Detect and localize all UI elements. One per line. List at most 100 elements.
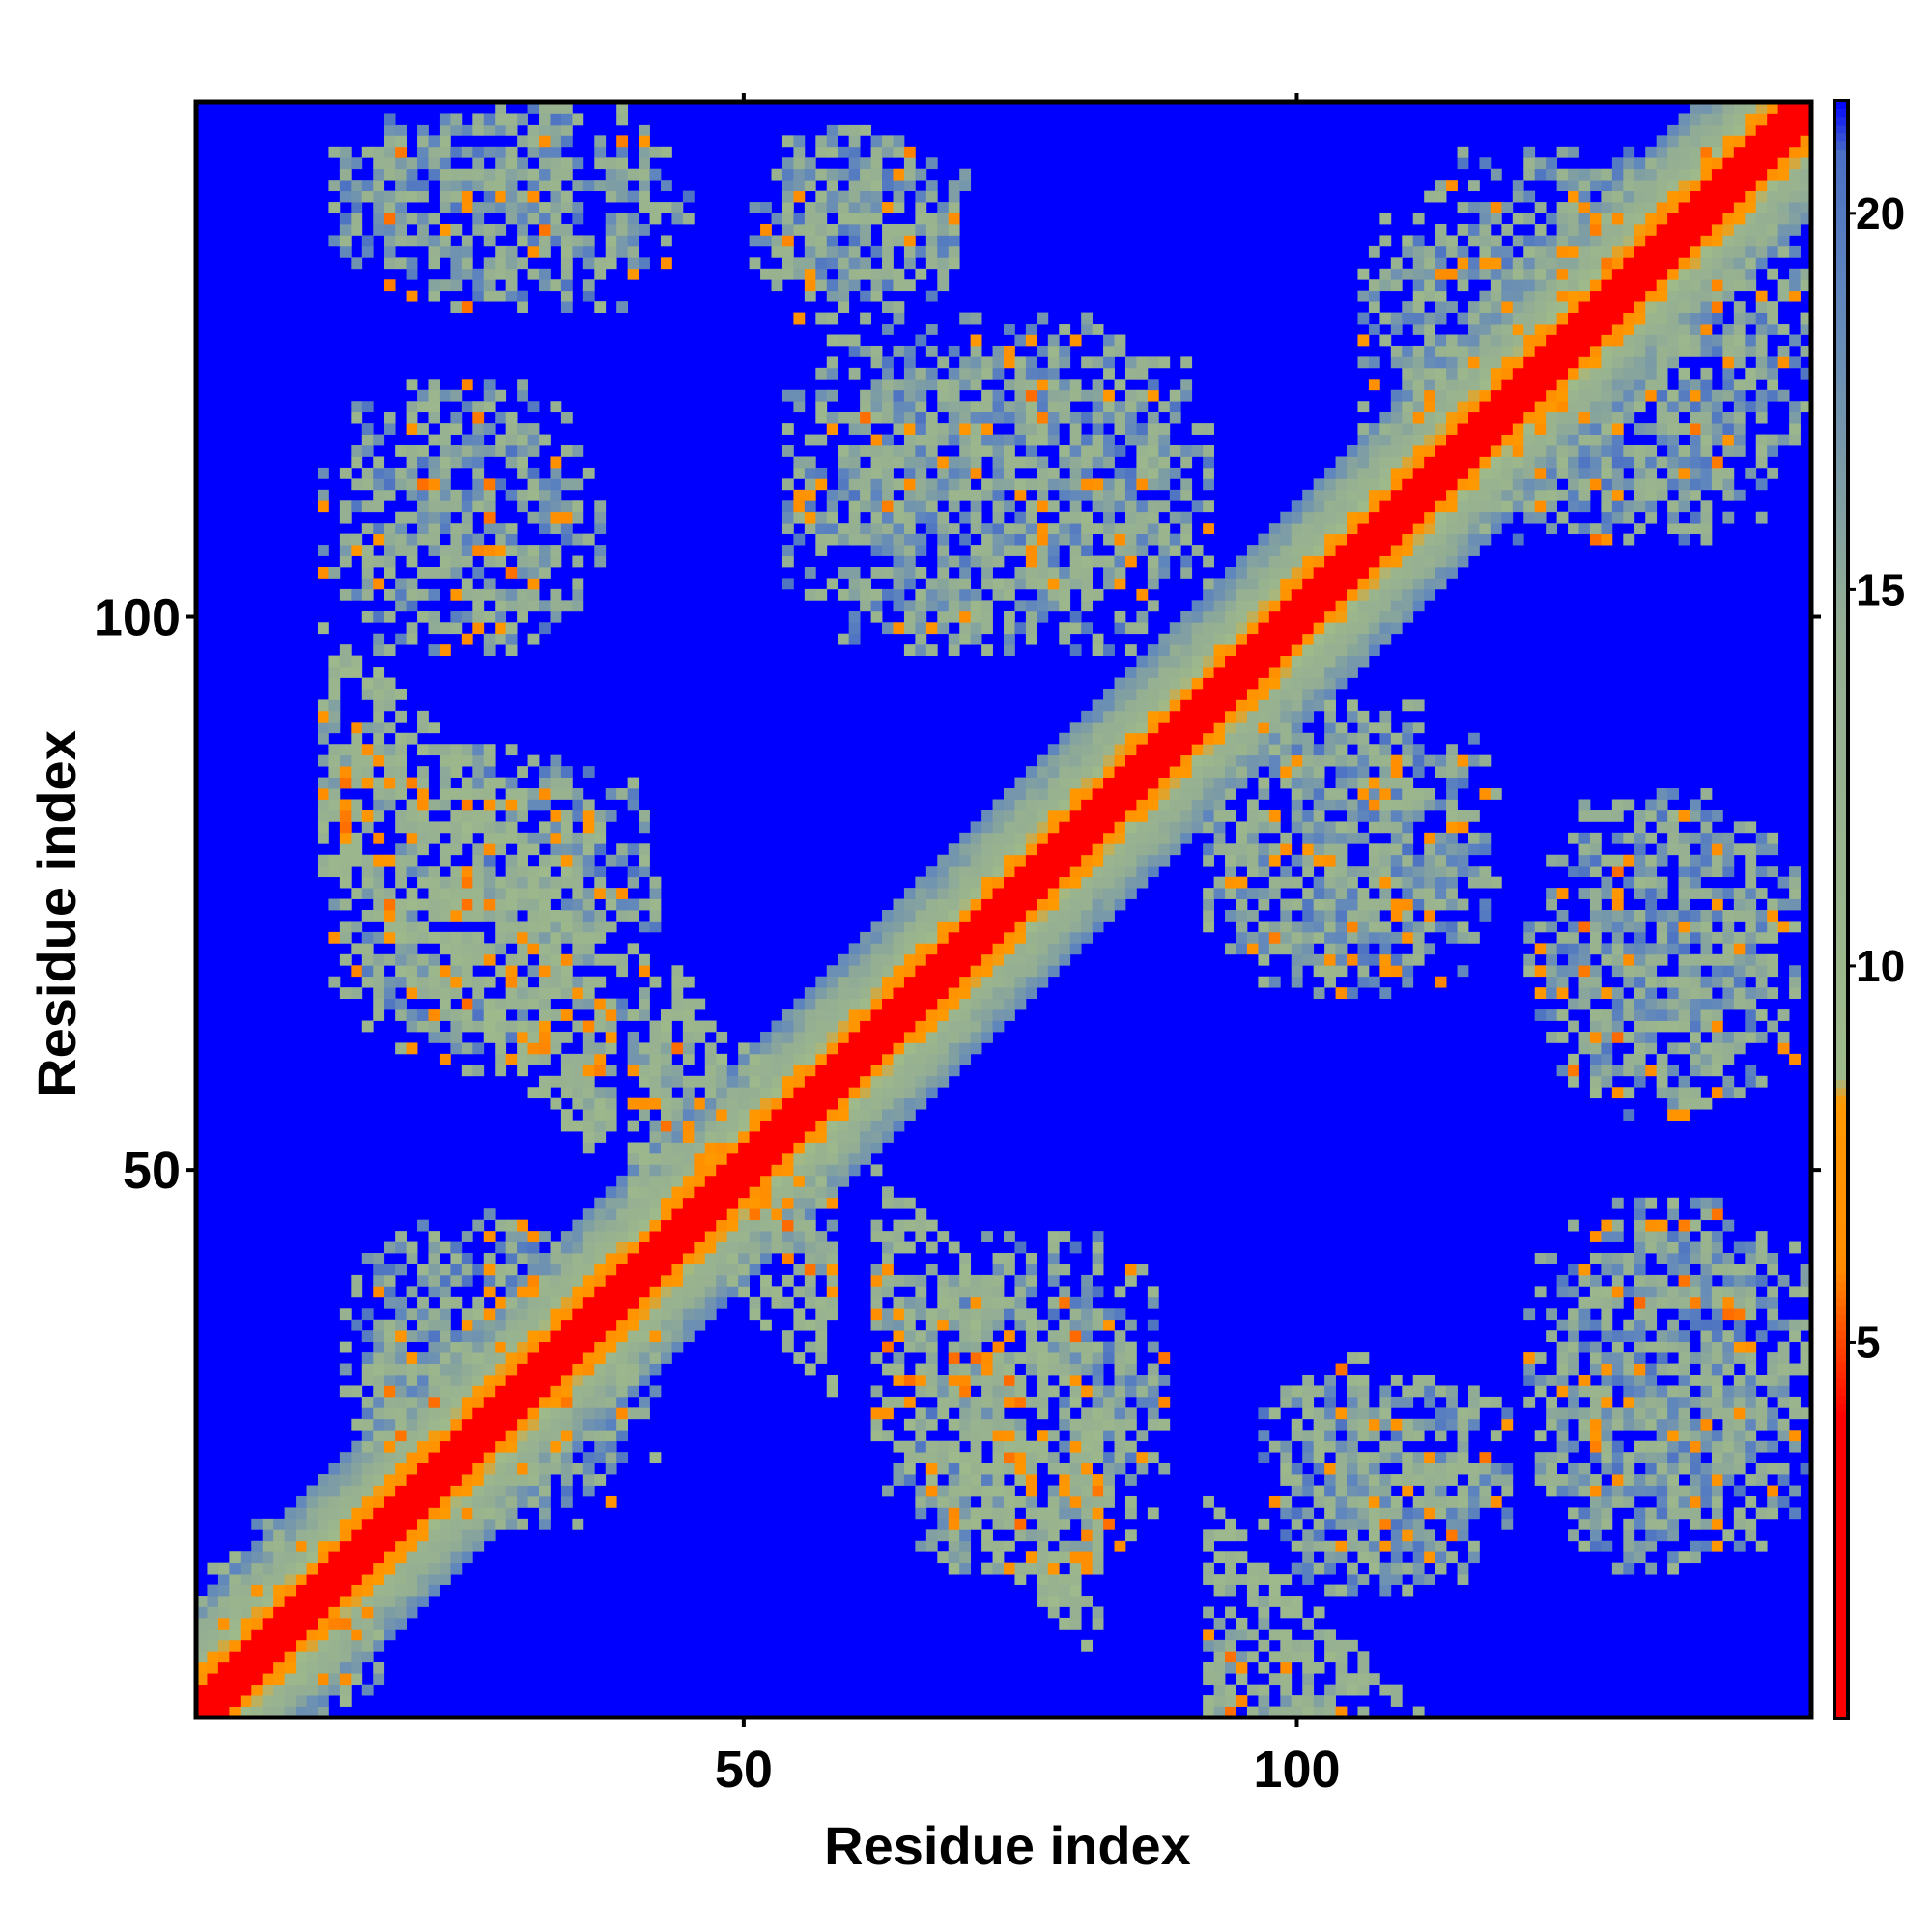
heatmap-cell [317,467,329,479]
heatmap-cell [1180,732,1193,745]
heatmap-cell [848,987,861,1000]
heatmap-cell [616,157,629,170]
heatmap-cell [539,1495,551,1508]
heatmap-cell [550,401,562,413]
heatmap-cell [450,1020,463,1033]
heatmap-cell [781,1120,794,1132]
heatmap-cell [262,1706,274,1719]
heatmap-cell [704,1219,717,1232]
heatmap-cell [937,876,950,889]
heatmap-cell [627,1274,639,1287]
heatmap-cell [793,223,806,236]
heatmap-cell [948,987,960,1000]
heatmap-cell [815,1009,828,1021]
heatmap-cell [273,1540,286,1552]
heatmap-cell [395,754,407,767]
heatmap-cell [860,1053,871,1065]
heatmap-cell [1114,1396,1126,1408]
heatmap-cell [1092,456,1104,469]
heatmap-cell [882,1075,894,1088]
heatmap-cell [848,523,861,535]
heatmap-cell [903,235,916,247]
heatmap-cell [870,1053,883,1065]
heatmap-cell [439,965,451,978]
heatmap-cell [903,478,916,491]
heatmap-cell [472,500,485,513]
heatmap-cell [417,511,429,524]
heatmap-cell [870,180,883,192]
heatmap-cell [273,1651,286,1663]
heatmap-cell [959,555,972,568]
heatmap-cell [804,588,816,601]
heatmap-cell [450,566,463,579]
heatmap-cell [1236,1673,1248,1686]
heatmap-cell [361,1396,374,1408]
heatmap-cell [992,1418,1005,1431]
heatmap-cell [959,953,972,966]
heatmap-cell [1047,898,1060,911]
heatmap-cell [339,1341,352,1353]
heatmap-cell [970,1286,982,1298]
heatmap-cell [572,799,584,811]
heatmap-cell [1081,866,1094,878]
heatmap-cell [384,766,396,778]
heatmap-cell [1136,843,1149,856]
heatmap-cell [948,401,960,413]
heatmap-cell [1124,788,1137,800]
heatmap-cell [594,1286,607,1298]
heatmap-cell [1059,1231,1071,1242]
heatmap-cell [605,1241,617,1254]
heatmap-cell [616,854,629,867]
heatmap-cell [328,1662,341,1674]
heatmap-cell [594,866,607,878]
heatmap-cell [959,1507,972,1520]
heatmap-cell [495,777,507,789]
heatmap-cell [870,1274,883,1287]
heatmap-cell [915,533,927,546]
heatmap-cell [925,1330,938,1343]
heatmap-cell [1169,633,1181,645]
heatmap-cell [860,1065,871,1077]
heatmap-cell [848,245,861,258]
heatmap-cell [1180,688,1193,700]
heatmap-cell [959,1341,972,1353]
heatmap-cell [1047,810,1060,822]
heatmap-cell [903,1031,916,1043]
heatmap-cell [461,1440,473,1453]
heatmap-cell [760,1042,772,1055]
heatmap-cell [694,1219,706,1232]
heatmap-cell [428,1485,440,1497]
heatmap-cell [1114,334,1126,347]
heatmap-cell [605,1330,617,1343]
heatmap-cell [1225,677,1236,690]
heatmap-cell [804,223,816,236]
heatmap-cell [639,821,650,834]
heatmap-cell [704,1042,717,1055]
heatmap-cell [893,235,905,247]
heatmap-cell [505,998,518,1010]
heatmap-cell [317,788,329,800]
heatmap-cell [1114,401,1126,413]
heatmap-cell [682,1219,695,1232]
heatmap-cell [461,943,473,955]
heatmap-cell [395,213,407,225]
heatmap-cell [760,1087,772,1099]
heatmap-cell [870,566,883,579]
heatmap-cell [1014,1463,1027,1475]
heatmap-cell [959,1540,972,1552]
heatmap-cell [948,998,960,1010]
heatmap-cell [472,1463,485,1475]
heatmap-cell [1004,843,1015,856]
heatmap-cell [771,1053,783,1065]
heatmap-cell [439,168,451,181]
heatmap-cell [1124,821,1137,834]
heatmap-cell [517,1009,528,1021]
heatmap-cell [527,423,540,435]
heatmap-cell [781,523,794,535]
heatmap-cell [860,1109,871,1121]
heatmap-cell [1180,744,1193,756]
heatmap-cell [339,987,352,1000]
heatmap-cell [594,1208,607,1221]
heatmap-cell [1225,1518,1236,1530]
heatmap-cell [959,1042,972,1055]
